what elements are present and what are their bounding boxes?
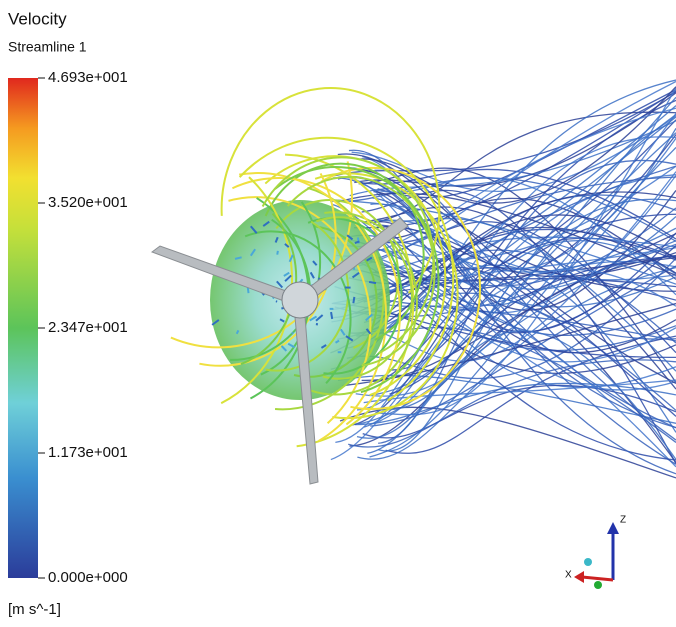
color-bar <box>8 78 38 578</box>
tick-label: 2.347e+001 <box>48 319 128 336</box>
tick-label: 3.520e+001 <box>48 194 128 211</box>
inner-streak <box>331 312 332 319</box>
origin-marker <box>584 558 592 566</box>
inner-streak <box>353 297 354 303</box>
inner-streak <box>292 333 294 334</box>
x-label: X <box>565 570 572 581</box>
axes-triad: Z X <box>565 515 626 589</box>
tick-label: 4.693e+001 <box>48 69 128 86</box>
streamlines <box>152 80 676 484</box>
x-axis <box>582 577 613 580</box>
x-arrow <box>574 571 584 583</box>
screenshot: Velocity Streamline 1 4.693e+001 3.520e+0… <box>0 0 676 627</box>
inner-streak <box>369 282 376 283</box>
inner-streak <box>277 251 278 255</box>
viewport: Velocity Streamline 1 4.693e+001 3.520e+0… <box>0 0 676 627</box>
legend-title: Velocity <box>8 9 67 28</box>
tick-label: 0.000e+000 <box>48 569 128 586</box>
y-axis <box>594 581 602 589</box>
z-label: Z <box>620 515 626 526</box>
inner-streak <box>248 288 249 293</box>
legend-subtitle: Streamline 1 <box>8 39 87 55</box>
tick-label: 1.173e+001 <box>48 444 128 461</box>
z-arrow <box>607 522 619 534</box>
hub <box>282 282 318 318</box>
legend-unit: [m s^-1] <box>8 601 61 618</box>
